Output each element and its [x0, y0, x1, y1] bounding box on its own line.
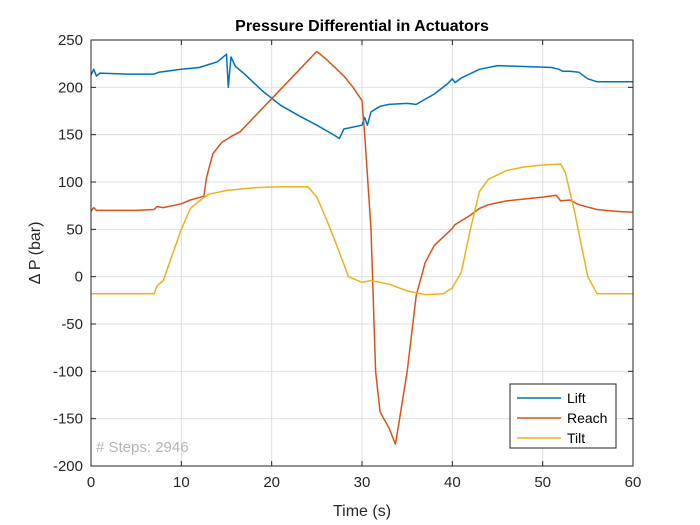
x-tick-label: 60	[625, 474, 642, 491]
legend-label-lift: Lift	[567, 390, 586, 406]
y-tick-label: -200	[53, 458, 83, 475]
x-tick-label: 30	[354, 474, 371, 491]
y-tick-label: 150	[58, 127, 83, 144]
x-tick-label: 40	[444, 474, 461, 491]
y-tick-label: 50	[66, 221, 83, 238]
legend-label-reach: Reach	[567, 410, 607, 426]
y-tick-label: 250	[58, 32, 83, 49]
y-tick-label: -50	[61, 316, 83, 333]
legend-label-tilt: Tilt	[567, 430, 585, 446]
y-tick-label: 200	[58, 79, 83, 96]
series-line-tilt	[91, 163, 633, 296]
x-tick-label: 20	[263, 474, 280, 491]
y-tick-label: -150	[53, 411, 83, 428]
series-layer	[90, 50, 634, 445]
series-line-lift	[90, 53, 633, 140]
y-tick-label: 0	[75, 269, 83, 286]
y-tick-label: 100	[58, 174, 83, 191]
steps-annotation: # Steps: 2946	[96, 439, 189, 456]
series-line-reach	[90, 50, 634, 445]
y-tick-label: -100	[53, 363, 83, 380]
x-axis-title: Time (s)	[333, 503, 391, 520]
x-tick-label: 10	[173, 474, 190, 491]
legend: Lift Reach Tilt	[509, 383, 617, 449]
x-tick-label: 0	[87, 474, 95, 491]
chart-title: Pressure Differential in Actuators	[235, 18, 489, 35]
y-axis-title: Δ P (bar)	[27, 222, 44, 285]
ticks: 0 10 20 30 40 50 60 -200 -150 -100 -50 0 50 100 150 200…	[53, 32, 641, 491]
x-tick-label: 50	[534, 474, 551, 491]
